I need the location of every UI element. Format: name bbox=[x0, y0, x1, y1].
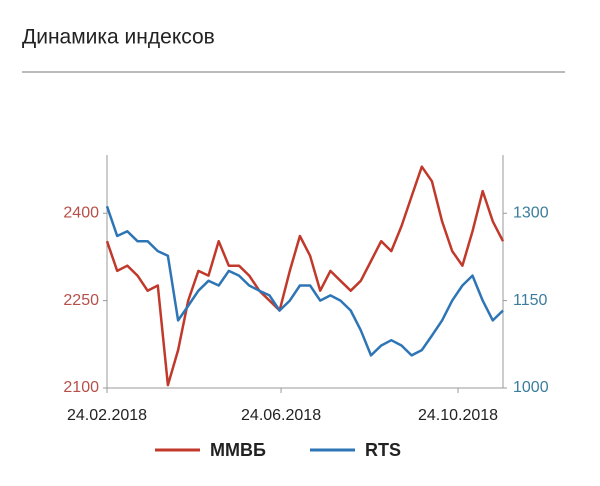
series-line bbox=[105, 165, 505, 387]
y-tick-label: 2100 bbox=[63, 379, 99, 396]
y2-tick-label: 1300 bbox=[513, 204, 549, 221]
x-tick-label: 24.10.2018 bbox=[418, 407, 498, 424]
y-tick-label: 2250 bbox=[63, 292, 99, 309]
legend-label: RTS bbox=[365, 440, 401, 460]
y2-tick-label: 1150 bbox=[513, 292, 548, 309]
chart-title: Динамика индексов bbox=[22, 26, 215, 49]
x-tick-label: 24.02.2018 bbox=[67, 407, 147, 424]
x-tick-label: 24.06.2018 bbox=[241, 407, 321, 424]
legend-label: ММВБ bbox=[210, 440, 266, 460]
series-line bbox=[105, 205, 504, 357]
y2-tick-label: 1000 bbox=[513, 379, 549, 396]
y-tick-label: 2400 bbox=[63, 204, 99, 221]
